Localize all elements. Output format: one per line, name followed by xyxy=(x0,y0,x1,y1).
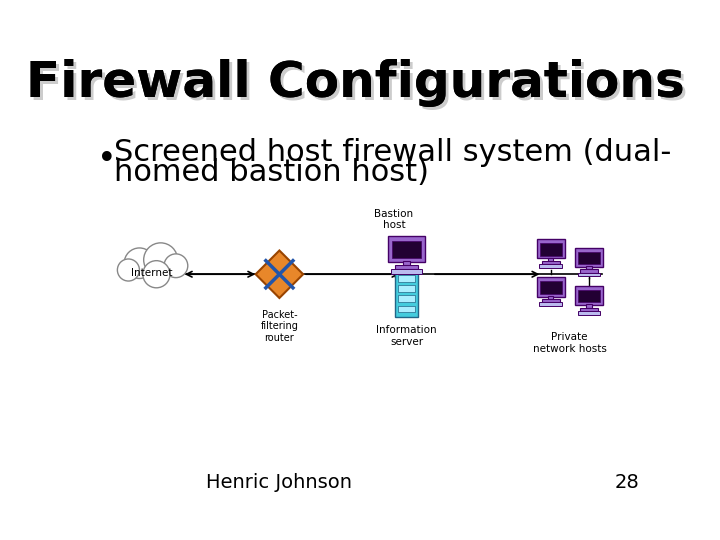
Circle shape xyxy=(117,259,140,281)
Text: Packet-
filtering
router: Packet- filtering router xyxy=(261,310,298,343)
Bar xyxy=(577,310,600,314)
Bar xyxy=(575,286,603,305)
Bar xyxy=(580,269,598,273)
Bar xyxy=(540,281,562,294)
Bar xyxy=(578,252,600,264)
Bar xyxy=(398,295,415,302)
Circle shape xyxy=(124,248,155,279)
Bar xyxy=(548,296,554,300)
Bar xyxy=(388,236,426,261)
Bar xyxy=(403,261,410,266)
Text: Information
server: Information server xyxy=(377,325,437,347)
Bar xyxy=(542,299,559,302)
Bar xyxy=(537,278,564,296)
Bar xyxy=(392,241,421,258)
Text: Firewall Configurations: Firewall Configurations xyxy=(27,59,685,107)
Bar xyxy=(124,267,180,282)
Bar xyxy=(398,275,415,282)
Bar xyxy=(398,285,415,292)
Circle shape xyxy=(143,261,170,288)
Bar xyxy=(395,270,418,316)
Bar xyxy=(537,239,564,258)
Bar xyxy=(578,290,600,302)
Bar xyxy=(575,248,603,267)
Text: Firewall Configurations: Firewall Configurations xyxy=(29,62,688,110)
Text: homed bastion host): homed bastion host) xyxy=(114,158,429,187)
Bar xyxy=(392,269,422,274)
Text: 28: 28 xyxy=(615,472,639,491)
Circle shape xyxy=(144,243,178,277)
Bar xyxy=(542,261,559,264)
Bar xyxy=(540,243,562,256)
Bar xyxy=(577,273,600,276)
Text: Private
network hosts: Private network hosts xyxy=(533,332,606,354)
Bar xyxy=(586,266,592,270)
Text: •: • xyxy=(97,143,117,176)
Bar xyxy=(398,306,415,313)
Bar xyxy=(580,308,598,310)
Polygon shape xyxy=(256,251,303,298)
Bar xyxy=(539,264,562,268)
Bar xyxy=(586,305,592,308)
Text: Firewall Configurations: Firewall Configurations xyxy=(27,59,685,107)
Text: Bastion
host: Bastion host xyxy=(374,208,413,230)
Bar xyxy=(539,302,562,306)
Bar xyxy=(395,265,418,269)
Text: Internet: Internet xyxy=(132,267,173,278)
Circle shape xyxy=(164,254,188,278)
Text: Henric Johnson: Henric Johnson xyxy=(207,472,352,491)
Text: Screened host firewall system (dual-: Screened host firewall system (dual- xyxy=(114,138,671,167)
Bar xyxy=(548,258,554,261)
